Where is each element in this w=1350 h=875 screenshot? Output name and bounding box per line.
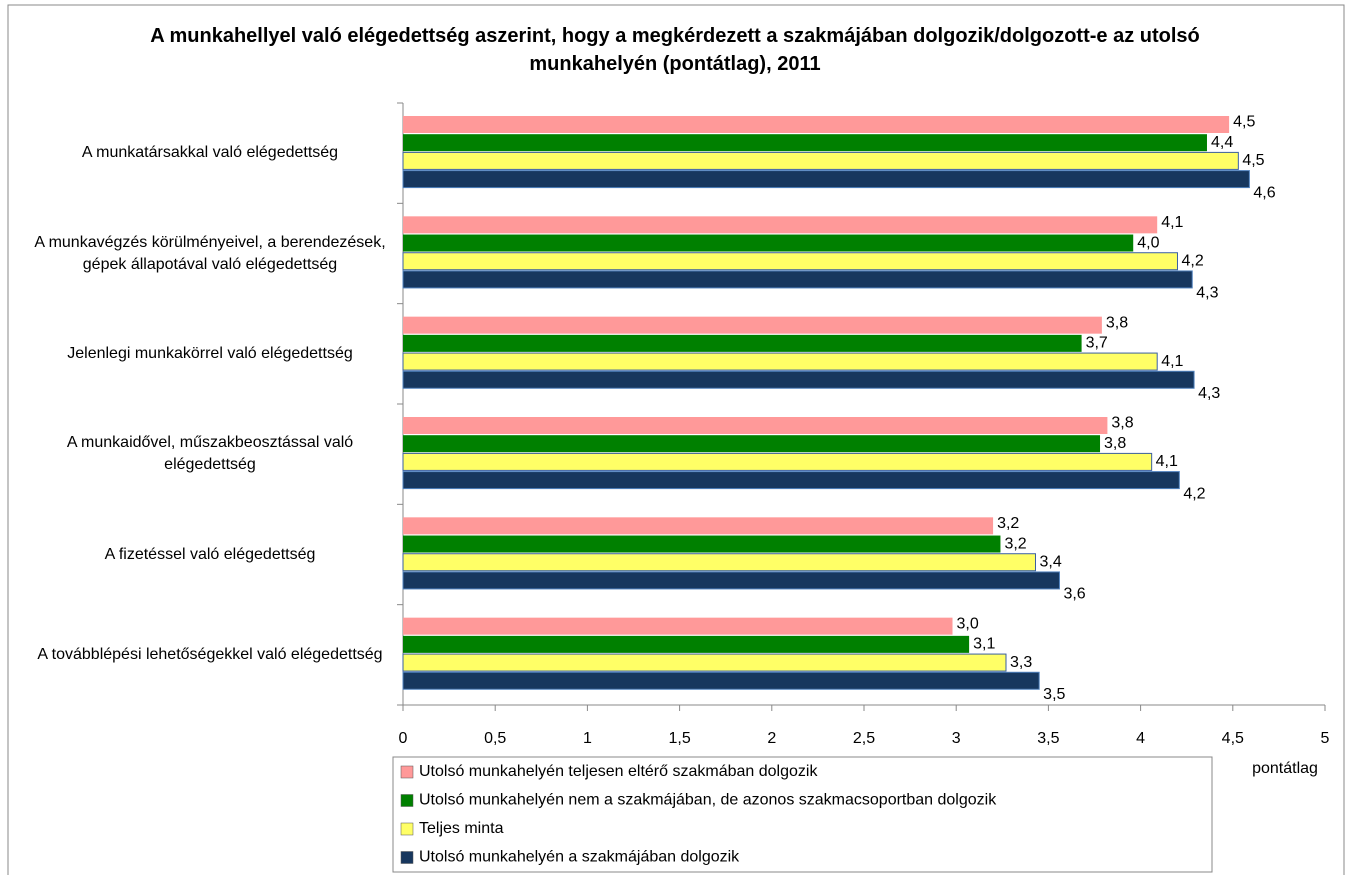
bar [402, 452, 1153, 471]
legend-label: Utolsó munkahelyén teljesen eltérő szakm… [419, 763, 818, 780]
y-tick-label: A továbblépési lehetőségekkel való elége… [37, 645, 383, 663]
bar [402, 553, 1036, 572]
bar [403, 635, 970, 653]
x-tick-label: 0 [399, 730, 408, 747]
value-label: 3,8 [1106, 314, 1128, 331]
chart-border [7, 4, 1345, 875]
bar [403, 617, 953, 635]
bar [402, 653, 1007, 672]
value-label: 3,7 [1086, 335, 1108, 352]
y-tick-label: Jelenlegi munkakörrel való elégedettség [67, 344, 353, 362]
y-tick-label: A munkaidővel, műszakbeosztással való el… [66, 434, 354, 474]
bar [402, 252, 1178, 271]
bar [402, 671, 1040, 690]
value-label: 4,1 [1161, 214, 1183, 231]
x-tick-label: 5 [1321, 730, 1330, 747]
value-label: 4,2 [1183, 485, 1205, 502]
bar [402, 571, 1060, 590]
value-label: 3,1 [973, 636, 995, 653]
bar [402, 352, 1158, 371]
value-label: 3,2 [1004, 535, 1026, 552]
bar [403, 116, 1230, 133]
value-label: 3,2 [997, 515, 1019, 532]
bar [402, 270, 1193, 289]
bar [402, 370, 1195, 389]
value-label: 3,6 [1063, 586, 1085, 603]
bar [403, 435, 1101, 453]
value-label: 4,4 [1211, 134, 1233, 151]
bar [403, 517, 994, 535]
legend-label: Utolsó munkahelyén a szakmájában dolgozi… [419, 849, 740, 866]
bar [402, 151, 1239, 170]
bar [403, 334, 1082, 352]
value-label: 3,8 [1104, 435, 1126, 452]
x-tick-label: 0,5 [484, 730, 506, 747]
bar [403, 216, 1158, 234]
legend-swatch [400, 765, 414, 779]
bar [403, 535, 1001, 553]
value-label: 4,1 [1161, 353, 1183, 370]
value-label: 4,3 [1196, 285, 1218, 302]
bar [402, 170, 1250, 189]
x-tick-label: 3,5 [1037, 730, 1059, 747]
y-tick-label: A munkatársakkal való elégedettség [81, 144, 339, 162]
value-label: 3,5 [1043, 686, 1065, 703]
y-tick-label: A munkavégzés körülményeivel, a berendez… [34, 233, 386, 273]
value-label: 4,1 [1156, 453, 1178, 470]
legend-swatch [400, 794, 414, 807]
x-tick-label: 3 [952, 730, 961, 747]
value-label: 4,5 [1242, 152, 1264, 169]
chart-title: A munkahellyel való elégedettség aszerin… [150, 25, 1200, 75]
x-tick-label: 4,5 [1222, 730, 1244, 747]
value-label: 3,8 [1111, 415, 1133, 432]
bar [403, 134, 1207, 152]
bar [402, 471, 1180, 490]
value-label: 4,0 [1137, 234, 1159, 251]
legend-label: Utolsó munkahelyén nem a szakmájában, de… [419, 792, 997, 809]
value-label: 4,2 [1181, 252, 1203, 269]
value-label: 4,3 [1198, 385, 1220, 402]
value-label: 3,3 [1010, 654, 1032, 671]
legend-swatch [400, 822, 414, 836]
value-label: 3,4 [1039, 553, 1061, 570]
x-axis-label: pontátlag [1252, 760, 1318, 777]
bar [403, 234, 1134, 252]
value-label: 4,6 [1253, 184, 1275, 201]
x-tick-label: 1 [583, 730, 592, 747]
x-tick-label: 4 [1136, 730, 1145, 747]
x-tick-label: 2 [767, 730, 776, 747]
bar [403, 316, 1102, 334]
value-label: 3,0 [957, 615, 979, 632]
y-tick-label: A fizetéssel való elégedettség [104, 545, 316, 563]
legend-swatch [400, 851, 414, 864]
bar [403, 417, 1108, 434]
x-tick-label: 1,5 [668, 730, 690, 747]
value-label: 4,5 [1233, 114, 1255, 131]
legend-label: Teljes minta [419, 820, 504, 837]
legend-box [392, 756, 1213, 873]
x-tick-label: 2,5 [853, 730, 875, 747]
